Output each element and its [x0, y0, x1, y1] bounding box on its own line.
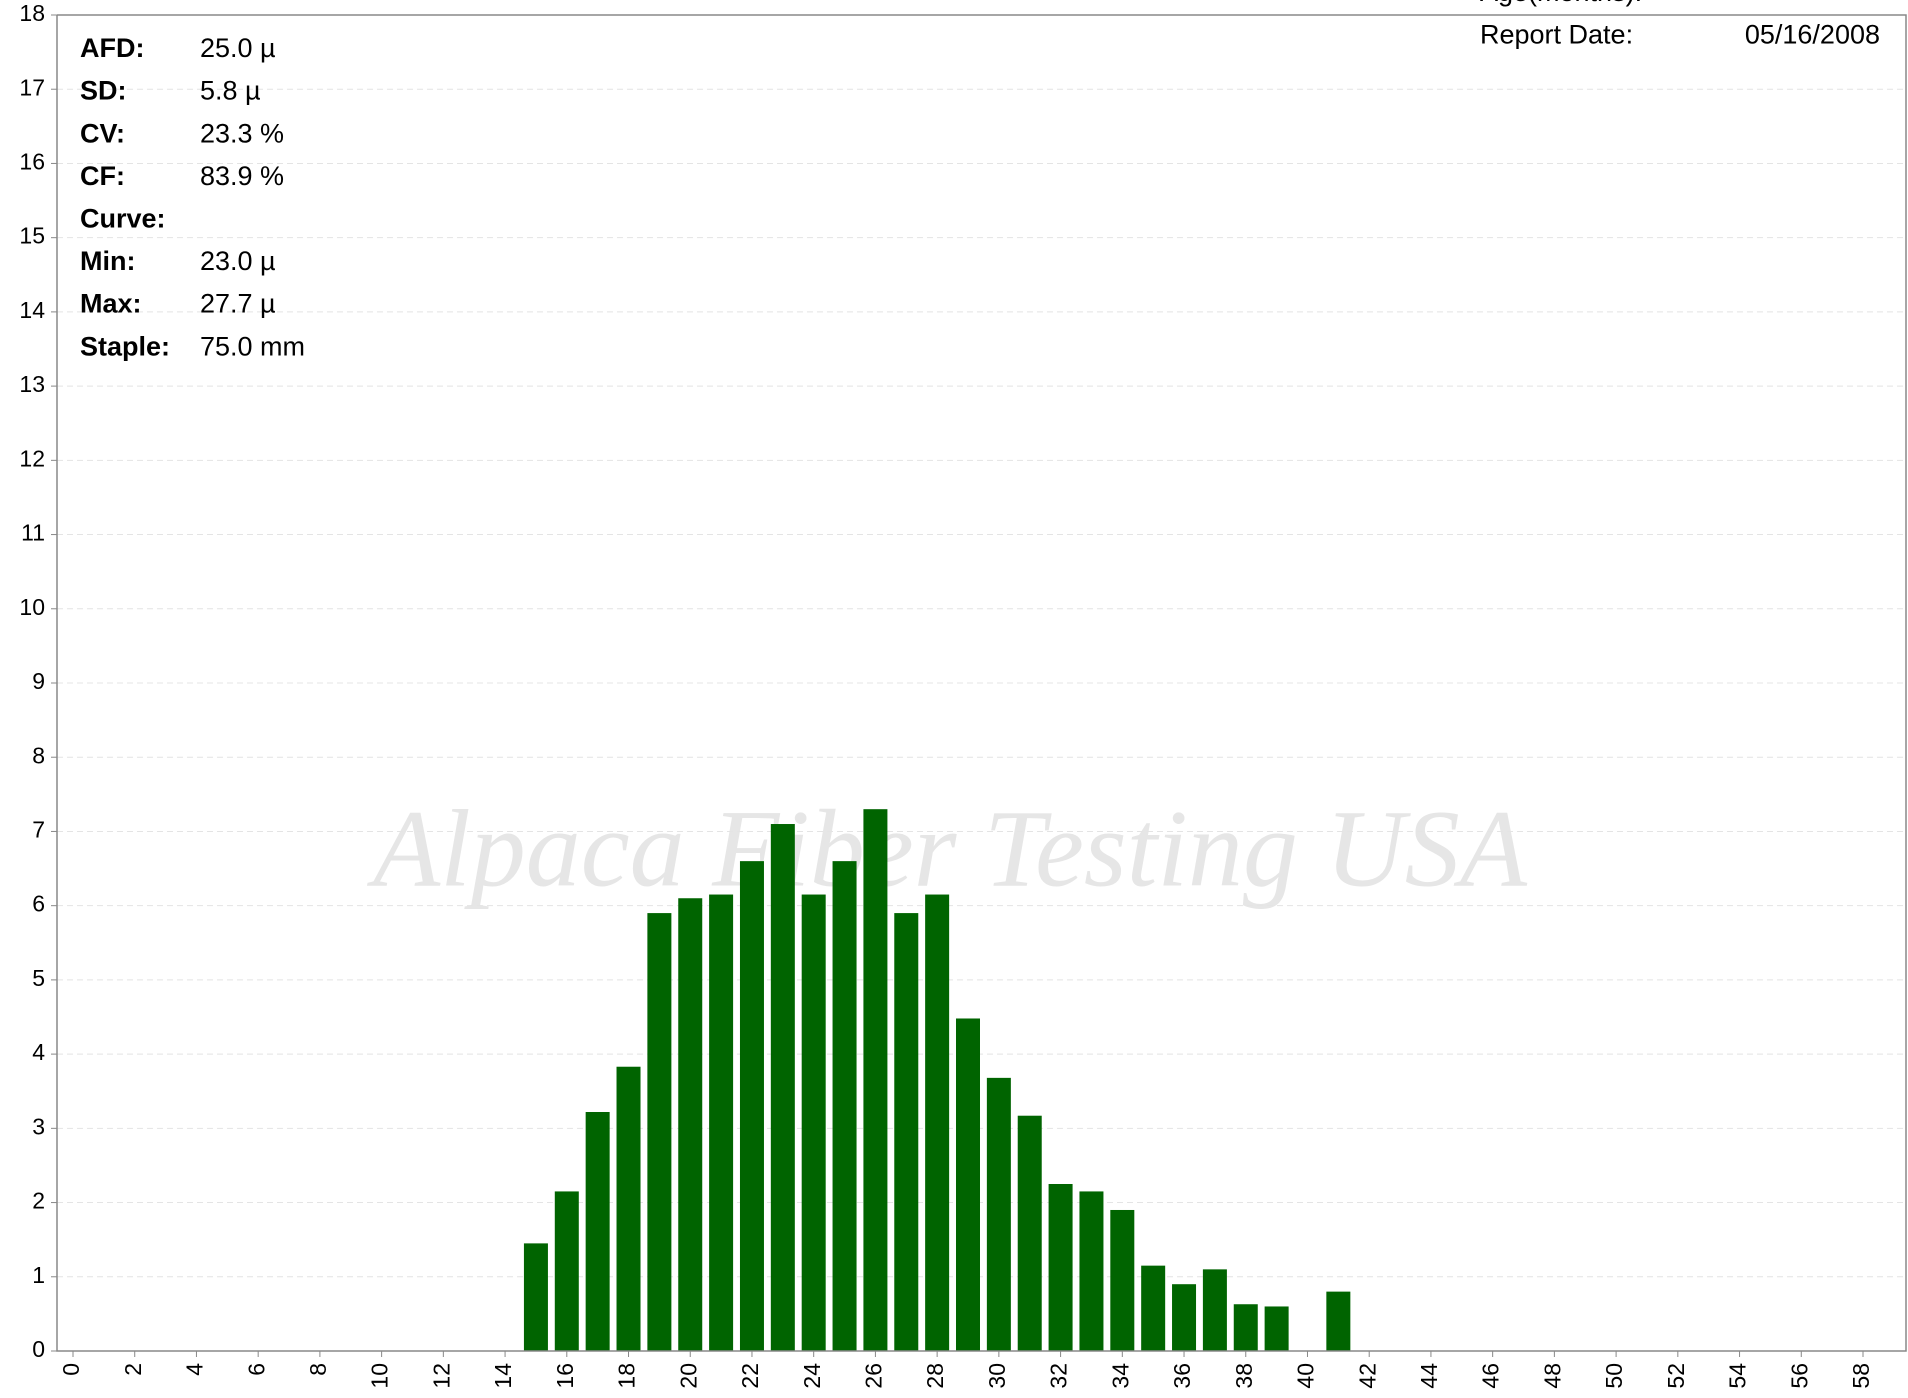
bar: [802, 895, 826, 1351]
x-tick-label: 50: [1601, 1363, 1627, 1389]
stat-label: Staple:: [80, 331, 170, 361]
y-tick-label: 9: [32, 668, 45, 694]
y-tick-label: 18: [19, 0, 45, 26]
bar: [1172, 1284, 1196, 1351]
x-tick-label: 36: [1169, 1363, 1195, 1389]
stat-value: 83.9 %: [200, 161, 284, 191]
bar: [1326, 1292, 1350, 1351]
chart: Alpaca Fiber Testing USA 012345678910111…: [0, 0, 1908, 1398]
bar: [709, 895, 733, 1351]
x-tick-label: 56: [1786, 1363, 1812, 1389]
x-tick-label: 40: [1293, 1363, 1319, 1389]
x-tick-label: 14: [490, 1363, 516, 1389]
y-tick-label: 5: [32, 965, 45, 991]
bar: [1141, 1266, 1165, 1351]
y-tick-label: 14: [19, 297, 45, 323]
bar: [956, 1018, 980, 1351]
y-tick-label: 8: [32, 742, 45, 768]
x-tick-label: 52: [1663, 1363, 1689, 1389]
x-tick-label: 12: [428, 1363, 454, 1389]
stat-label: Min:: [80, 246, 135, 276]
stat-value: 23.3 %: [200, 118, 284, 148]
y-tick-label: 6: [32, 891, 45, 917]
x-tick-label: 0: [58, 1363, 84, 1376]
header-label: Report Date:: [1480, 20, 1633, 50]
header-label: Age(months):: [1480, 0, 1642, 7]
x-tick-label: 32: [1046, 1363, 1072, 1389]
stat-value: 27.7 µ: [200, 289, 276, 319]
bar: [524, 1243, 548, 1351]
x-tick-label: 18: [614, 1363, 640, 1389]
bar: [555, 1191, 579, 1351]
y-tick-label: 15: [19, 223, 45, 249]
bar: [1018, 1116, 1042, 1351]
stat-label: SD:: [80, 76, 127, 106]
y-tick-label: 1: [32, 1262, 45, 1288]
bar: [1049, 1184, 1073, 1351]
stat-value: 75.0 mm: [200, 331, 305, 361]
x-tick-label: 6: [243, 1363, 269, 1376]
y-tick-label: 17: [19, 74, 45, 100]
x-tick-label: 30: [984, 1363, 1010, 1389]
stat-label: Curve:: [80, 204, 166, 234]
watermark: Alpaca Fiber Testing USA: [366, 787, 1528, 909]
header-value: 05/16/2008: [1745, 20, 1880, 50]
bar: [863, 809, 887, 1351]
y-tick-label: 13: [19, 371, 45, 397]
y-tick-label: 4: [32, 1039, 45, 1065]
bar: [1265, 1306, 1289, 1351]
x-tick-label: 54: [1725, 1363, 1751, 1389]
y-tick-label: 2: [32, 1188, 45, 1214]
y-tick-label: 16: [19, 149, 45, 175]
y-tick-label: 3: [32, 1113, 45, 1139]
x-tick-label: 58: [1848, 1363, 1874, 1389]
x-tick-label: 4: [182, 1363, 208, 1376]
bar: [1203, 1269, 1227, 1351]
bar: [1234, 1304, 1258, 1351]
stat-label: AFD:: [80, 33, 144, 63]
stat-label: CF:: [80, 161, 125, 191]
stat-label: Max:: [80, 289, 142, 319]
x-tick-label: 38: [1231, 1363, 1257, 1389]
bar: [833, 861, 857, 1351]
stat-value: 25.0 µ: [200, 33, 276, 63]
x-tick-label: 44: [1416, 1363, 1442, 1389]
x-tick-label: 2: [120, 1363, 146, 1376]
bar: [586, 1112, 610, 1351]
bar: [647, 913, 671, 1351]
bar: [1079, 1191, 1103, 1351]
bar: [987, 1078, 1011, 1351]
stat-label: CV:: [80, 118, 125, 148]
x-tick-label: 26: [860, 1363, 886, 1389]
bar: [894, 913, 918, 1351]
bar: [1110, 1210, 1134, 1351]
x-tick-label: 20: [675, 1363, 701, 1389]
x-tick-label: 42: [1354, 1363, 1380, 1389]
y-tick-label: 10: [19, 594, 45, 620]
y-tick-label: 0: [32, 1336, 45, 1362]
x-tick-label: 22: [737, 1363, 763, 1389]
bar: [678, 898, 702, 1351]
x-tick-label: 16: [552, 1363, 578, 1389]
x-tick-label: 24: [799, 1363, 825, 1389]
y-tick-label: 7: [32, 817, 45, 843]
y-tick-label: 12: [19, 445, 45, 471]
bar: [740, 861, 764, 1351]
x-tick-label: 34: [1107, 1363, 1133, 1389]
x-tick-label: 10: [367, 1363, 393, 1389]
x-tick-label: 46: [1478, 1363, 1504, 1389]
bar: [925, 895, 949, 1351]
x-tick-label: 48: [1539, 1363, 1565, 1389]
stat-value: 23.0 µ: [200, 246, 276, 276]
y-tick-label: 11: [21, 520, 45, 546]
x-tick-label: 28: [922, 1363, 948, 1389]
x-tick-label: 8: [305, 1363, 331, 1376]
bar: [617, 1067, 641, 1351]
stat-value: 5.8 µ: [200, 76, 261, 106]
bar: [771, 824, 795, 1351]
